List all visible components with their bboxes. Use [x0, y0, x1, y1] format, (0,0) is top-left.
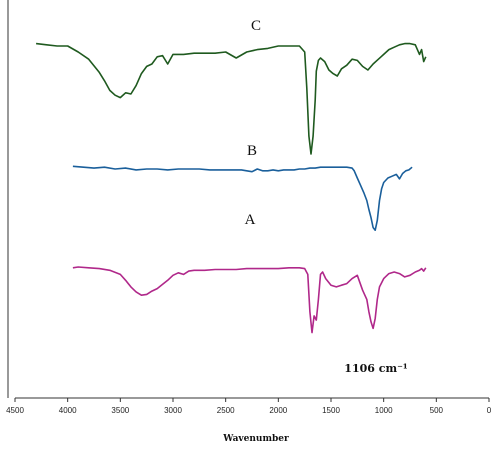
series-label-c: C: [251, 18, 261, 34]
series-line-b: [72, 165, 413, 231]
x-tick-layer: 4500 4000 3500 3000 2500 2000 1500 1000 500 0: [6, 398, 492, 415]
series-line-a: [72, 266, 427, 334]
series-layer: C B A: [36, 18, 427, 334]
series-label-b: B: [247, 143, 257, 159]
x-tick-label: 3000: [164, 406, 182, 415]
x-axis-label: Wavenumber: [222, 434, 289, 444]
x-tick-label: 0: [487, 406, 492, 415]
x-tick-label: 1000: [375, 406, 393, 415]
x-tick-label: 2500: [217, 406, 235, 415]
x-tick-label: 4000: [59, 406, 77, 415]
series-line-c: [36, 42, 427, 155]
x-tick-label: 4500: [6, 406, 24, 415]
x-tick-label: 2000: [269, 406, 287, 415]
x-tick-label: 1500: [322, 406, 340, 415]
series-label-a: A: [245, 212, 256, 228]
x-tick-label: 3500: [111, 406, 129, 415]
peak-annotation: 1106 cm⁻¹: [344, 362, 408, 375]
x-tick-label: 500: [430, 406, 444, 415]
